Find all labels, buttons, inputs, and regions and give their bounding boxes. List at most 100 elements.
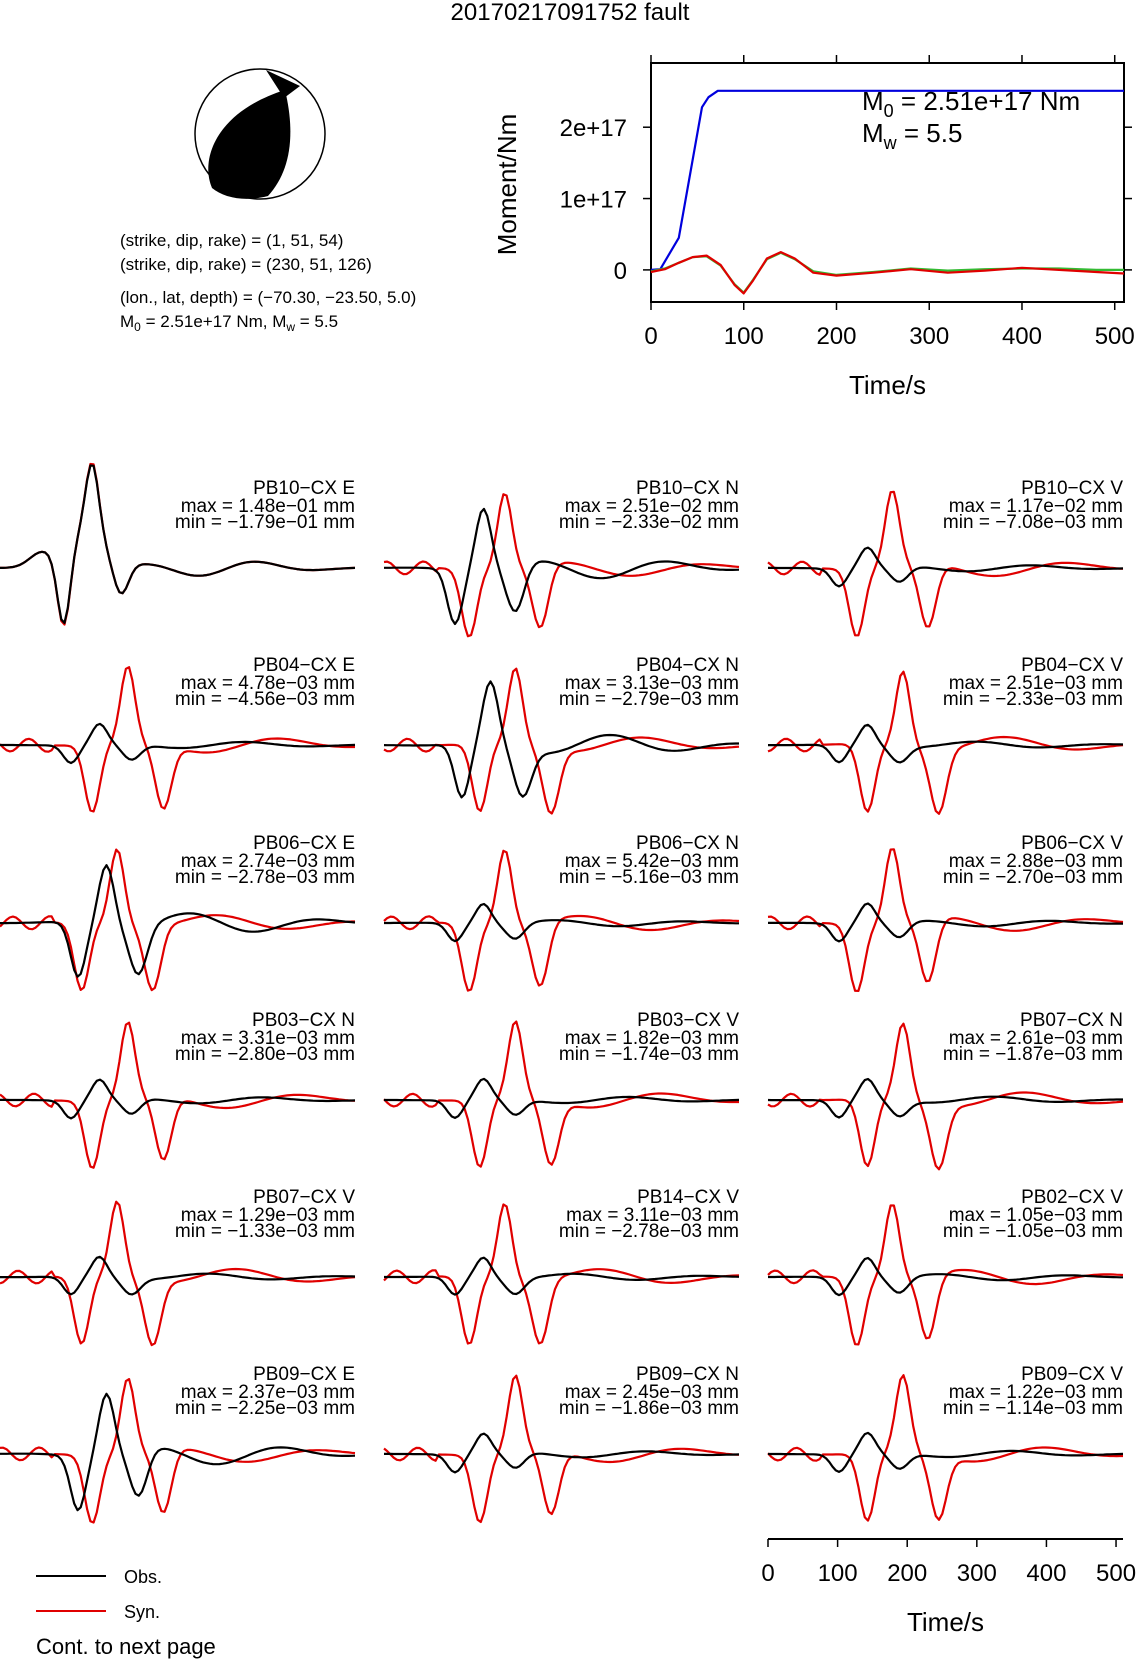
min-amplitude-label: min = −4.56e−03 mm: [175, 689, 355, 710]
synthetic-trace: [383, 1020, 739, 1168]
max-amplitude-label: max = 2.51e−02 mm: [565, 496, 739, 517]
station-label: PB14−CX V: [637, 1187, 739, 1208]
max-amplitude-label: max = 1.05e−03 mm: [949, 1205, 1123, 1226]
synthetic-trace: [0, 1021, 356, 1169]
observed-trace: [0, 1078, 356, 1120]
moment-ytick-label: 1e+17: [560, 187, 627, 214]
synthetic-trace: [767, 1374, 1123, 1522]
observed-trace: [0, 864, 356, 978]
observed-trace: [384, 1256, 740, 1296]
station-label: PB06−CX N: [636, 833, 739, 854]
station-label: PB06−CX V: [1021, 833, 1123, 854]
station-label: PB10−CX V: [1021, 478, 1123, 499]
max-amplitude-label: max = 1.48e−01 mm: [181, 496, 355, 517]
source-location: (lon., lat, depth) = (−70.30, −23.50, 5.…: [120, 288, 416, 307]
max-amplitude-label: max = 1.22e−03 mm: [949, 1382, 1123, 1403]
min-amplitude-label: min = −1.79e−01 mm: [175, 512, 355, 533]
min-amplitude-label: min = −2.25e−03 mm: [175, 1398, 355, 1419]
continuation-note: Cont. to next page: [36, 1634, 216, 1659]
beachball: [194, 68, 326, 200]
bottom-xtick-label: 100: [818, 1560, 858, 1587]
max-amplitude-label: max = 2.61e−03 mm: [949, 1028, 1123, 1049]
legend: Obs. Syn.: [36, 1567, 162, 1622]
moment-xtick-label: 200: [816, 323, 856, 350]
station-label: PB07−CX V: [253, 1187, 355, 1208]
station-label: PB10−CX N: [636, 478, 739, 499]
observed-trace: [768, 1256, 1123, 1297]
station-label: PB06−CX E: [253, 833, 355, 854]
min-amplitude-label: min = −2.79e−03 mm: [559, 689, 739, 710]
min-amplitude-label: min = −2.33e−03 mm: [943, 689, 1123, 710]
bottom-xtick-label: 500: [1096, 1560, 1136, 1587]
station-label: PB03−CX V: [637, 1010, 739, 1031]
moment-xlabel: Time/s: [849, 370, 926, 400]
observed-trace: [767, 1077, 1123, 1119]
min-amplitude-label: min = −2.33e−02 mm: [559, 512, 739, 533]
max-amplitude-label: max = 4.78e−03 mm: [181, 673, 355, 694]
moment-rate-red-line: [650, 251, 1125, 295]
bottom-xtick-label: 0: [761, 1560, 774, 1587]
observed-trace: [768, 546, 1124, 588]
min-amplitude-label: min = −1.74e−03 mm: [559, 1044, 739, 1065]
synthetic-trace: [383, 1203, 740, 1345]
station-label: PB10−CX E: [253, 478, 355, 499]
synthetic-trace: [767, 1022, 1124, 1171]
max-amplitude-label: max = 2.74e−03 mm: [181, 851, 355, 872]
observed-trace: [384, 1077, 740, 1120]
max-amplitude-label: max = 1.82e−03 mm: [565, 1028, 739, 1049]
observed-trace: [383, 680, 739, 799]
moment-mw-label: Mw = 5.5: [862, 118, 962, 153]
bottom-xlabel: Time/s: [907, 1607, 984, 1637]
synthetic-trace: [383, 1374, 740, 1524]
moment-m0-label: M0 = 2.51e+17 Nm: [862, 86, 1080, 121]
synthetic-trace: [383, 493, 740, 638]
observed-trace: [0, 1255, 356, 1296]
station-label: PB07−CX N: [1020, 1010, 1123, 1031]
max-amplitude-label: max = 3.31e−03 mm: [181, 1028, 355, 1049]
moment-xtick-label: 300: [909, 323, 949, 350]
min-amplitude-label: min = −1.33e−03 mm: [175, 1221, 355, 1242]
synthetic-trace: [767, 490, 1124, 637]
min-amplitude-label: min = −1.86e−03 mm: [559, 1398, 739, 1419]
min-amplitude-label: min = −7.08e−03 mm: [943, 512, 1123, 533]
max-amplitude-label: max = 2.37e−03 mm: [181, 1382, 355, 1403]
observed-trace: [384, 507, 740, 626]
synthetic-trace: [0, 666, 355, 813]
moment-plot: 0 100 200 300 400 500 0 1e+17 2e+17 Time/s Moment/…: [492, 55, 1135, 400]
nodal-plane-2: (strike, dip, rake) = (230, 51, 126): [120, 255, 372, 274]
station-label: PB04−CX V: [1021, 655, 1123, 676]
moment-ytick-label: 2e+17: [560, 115, 627, 142]
observed-trace: [768, 1431, 1124, 1474]
max-amplitude-label: max = 2.51e−03 mm: [949, 673, 1123, 694]
synthetic-trace: [383, 667, 740, 815]
min-amplitude-label: min = −1.14e−03 mm: [943, 1398, 1123, 1419]
bottom-xtick-label: 400: [1026, 1560, 1066, 1587]
observed-trace: [0, 722, 356, 765]
max-amplitude-label: max = 5.42e−03 mm: [565, 851, 739, 872]
observed-trace: [0, 464, 356, 625]
max-amplitude-label: max = 3.13e−03 mm: [565, 673, 739, 694]
observed-trace: [384, 902, 739, 943]
synthetic-trace: [0, 1200, 356, 1347]
moment-rate-green-line: [650, 251, 1124, 294]
observed-trace: [768, 723, 1124, 764]
station-label: PB02−CX V: [1021, 1187, 1123, 1208]
station-label: PB03−CX N: [252, 1010, 355, 1031]
moment-xtick-label: 0: [644, 323, 657, 350]
max-amplitude-label: max = 2.45e−03 mm: [565, 1382, 739, 1403]
max-amplitude-label: max = 1.17e−02 mm: [949, 496, 1123, 517]
